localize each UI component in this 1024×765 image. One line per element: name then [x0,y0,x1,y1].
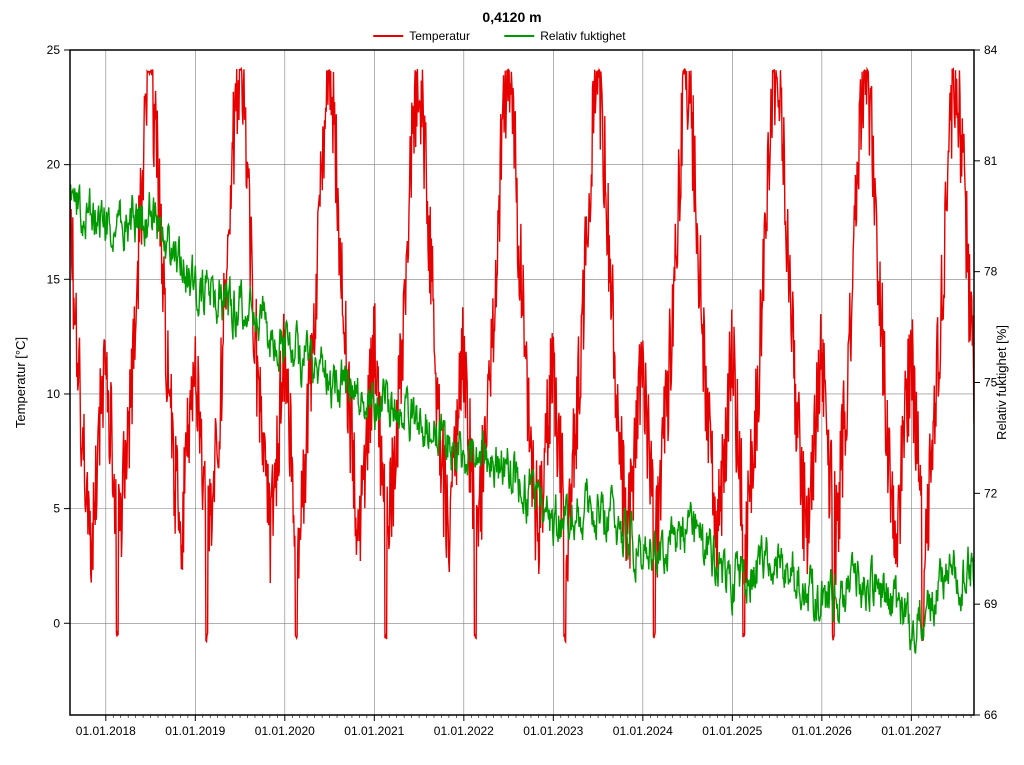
x-tick-label: 01.01.2019 [165,724,225,738]
y-left-tick-label: 25 [47,43,61,57]
x-tick-label: 01.01.2026 [792,724,852,738]
y-left-tick-label: 5 [53,502,60,516]
legend-label: Temperatur [409,29,470,43]
legend-label: Relativ fuktighet [540,29,626,43]
y-left-axis-title: Temperatur [°C] [13,337,28,428]
y-right-tick-label: 72 [984,486,998,500]
y-left-tick-label: 10 [47,387,61,401]
x-tick-label: 01.01.2018 [76,724,136,738]
y-right-tick-label: 84 [984,43,998,57]
x-tick-label: 01.01.2025 [702,724,762,738]
y-right-axis-title: Relativ fuktighet [%] [994,325,1009,440]
x-tick-label: 01.01.2024 [613,724,673,738]
y-left-tick-label: 0 [53,616,60,630]
chart-svg: 0,4120 m Temperatur Relativ fuktighet 01.01… [0,0,1024,765]
y-right-tick-label: 69 [984,597,998,611]
x-tick-label: 01.01.2021 [344,724,404,738]
chart-container: 0,4120 m Temperatur Relativ fuktighet 01.01… [0,0,1024,765]
y-right-tick-label: 78 [984,265,998,279]
y-right-tick-label: 66 [984,708,998,722]
y-left-tick-label: 15 [47,272,61,286]
y-right-tick-label: 81 [984,154,998,168]
x-tick-label: 01.01.2027 [881,724,941,738]
y-left-tick-label: 20 [47,158,61,172]
chart-title: 0,4120 m [482,9,541,25]
x-tick-label: 01.01.2022 [434,724,494,738]
x-tick-label: 01.01.2023 [523,724,583,738]
x-tick-label: 01.01.2020 [255,724,315,738]
